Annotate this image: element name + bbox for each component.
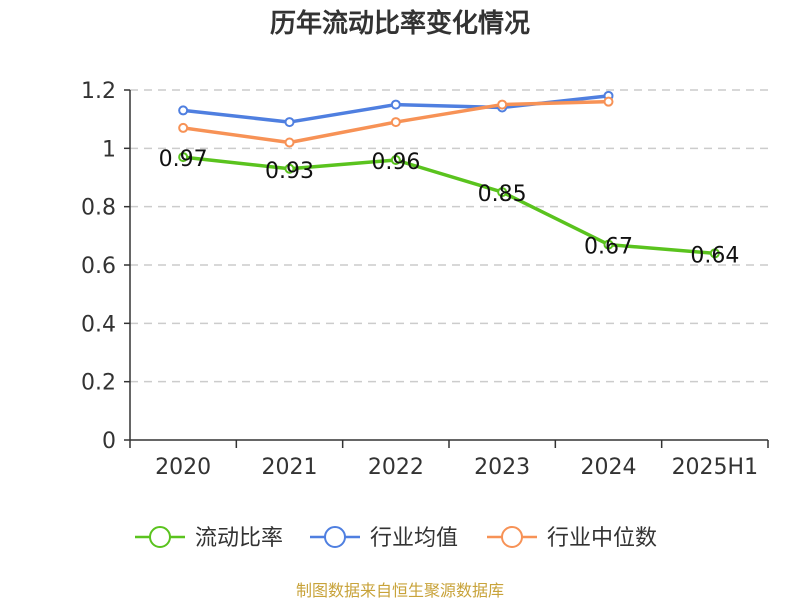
data-point — [390, 155, 401, 165]
data-point — [497, 99, 508, 110]
legend-label: 行业中位数 — [547, 526, 657, 551]
data-point — [390, 99, 401, 110]
legend-marker — [149, 526, 171, 548]
legend-item[interactable]: 行业中位数 — [487, 526, 657, 551]
y-tick-label: 1.2 — [81, 79, 116, 104]
x-tick-label: 2024 — [581, 455, 637, 480]
x-tick-label: 2023 — [474, 455, 530, 480]
x-tick-label: 2021 — [262, 455, 318, 480]
data-label: 0.85 — [478, 182, 527, 207]
data-point — [284, 117, 295, 128]
legend-item[interactable]: 流动比率 — [135, 526, 283, 551]
data-point — [284, 137, 295, 148]
data-point — [178, 105, 189, 116]
data-label: 0.93 — [265, 159, 314, 184]
source-note: 制图数据来自恒生聚源数据库 — [296, 581, 504, 600]
chart-title: 历年流动比率变化情况 — [270, 8, 530, 39]
y-tick-label: 0.6 — [81, 254, 116, 279]
data-label: 0.96 — [371, 150, 420, 175]
y-tick-label: 0.8 — [81, 196, 116, 221]
data-point — [497, 187, 508, 198]
x-tick-label: 2022 — [368, 455, 424, 480]
y-tick-label: 0.2 — [81, 371, 116, 396]
legend-marker — [324, 526, 346, 548]
series-line — [182, 155, 715, 256]
data-label: 0.67 — [584, 235, 633, 260]
y-tick-label: 0 — [102, 429, 116, 454]
legend-label: 行业均值 — [370, 526, 458, 551]
legend-item[interactable]: 行业均值 — [310, 526, 458, 551]
data-point — [709, 248, 720, 259]
y-tick-label: 1 — [102, 137, 116, 162]
axes: 0 0.2 0.4 0.6 0.8 1 1.2 2020 2021 2022 2023 2024 202… — [81, 79, 769, 480]
data-point — [603, 96, 614, 107]
data-point — [178, 122, 189, 133]
data-point — [284, 163, 295, 174]
data-label: 0.97 — [159, 147, 208, 172]
data-point — [390, 117, 401, 128]
series — [178, 90, 720, 259]
data-labels: 0.97 0.93 0.96 0.85 0.67 0.64 — [159, 147, 740, 268]
data-point — [603, 239, 614, 250]
x-tick-label: 2025H1 — [672, 455, 759, 480]
data-point — [178, 152, 189, 163]
legend: 流动比率 行业均值 行业中位数 — [135, 526, 657, 551]
legend-label: 流动比率 — [195, 526, 283, 551]
legend-marker — [501, 526, 523, 548]
x-tick-label: 2020 — [155, 455, 211, 480]
data-label: 0.64 — [690, 243, 739, 268]
y-tick-label: 0.4 — [81, 312, 116, 337]
